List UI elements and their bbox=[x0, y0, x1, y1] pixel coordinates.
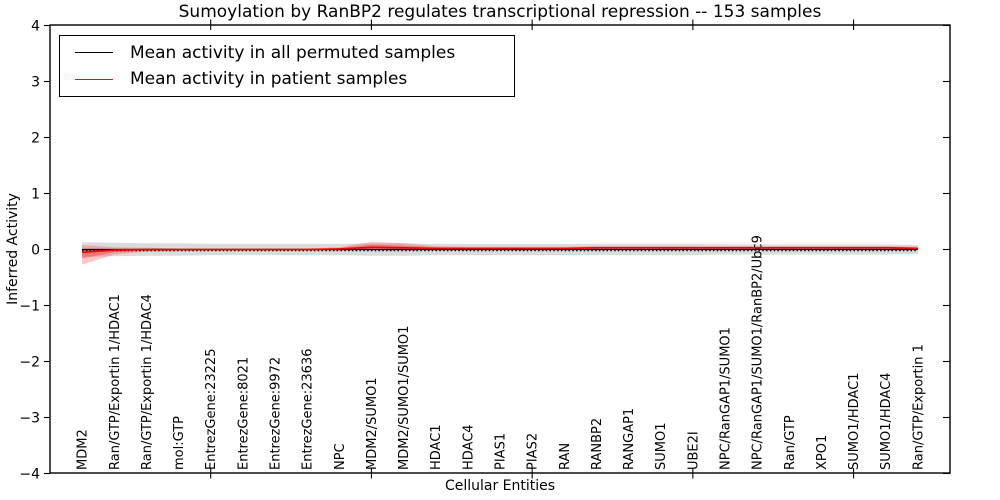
category-label: RAN bbox=[558, 443, 573, 470]
y-tick-label: −3 bbox=[19, 411, 40, 427]
category-label: NPC/RanGAP1/SUMO1 bbox=[719, 327, 734, 470]
x-axis-label: Cellular Entities bbox=[444, 478, 556, 494]
y-tick-label: 3 bbox=[31, 75, 40, 91]
legend-label-permuted: Mean activity in all permuted samples bbox=[130, 42, 456, 63]
category-label: EntrezGene:9972 bbox=[269, 357, 284, 470]
category-label: MDM2/SUMO1/SUMO1 bbox=[397, 326, 412, 470]
category-label: HDAC1 bbox=[429, 424, 444, 470]
y-tick-label: −1 bbox=[19, 299, 40, 315]
category-label: MDM2 bbox=[76, 429, 91, 470]
chart-title: Sumoylation by RanBP2 regulates transcri… bbox=[178, 2, 822, 22]
permuted-line-swatch bbox=[75, 52, 113, 54]
y-tick-label: 1 bbox=[31, 187, 40, 203]
category-label: SUMO1/HDAC4 bbox=[879, 373, 894, 470]
category-label: Ran/GTP/Exportin 1/HDAC1 bbox=[108, 294, 123, 470]
y-tick-label: 4 bbox=[31, 19, 40, 35]
category-label: SUMO1 bbox=[654, 423, 669, 471]
category-label: mol:GTP bbox=[172, 416, 187, 470]
category-label: NPC bbox=[333, 443, 348, 470]
y-axis-label: Inferred Activity bbox=[5, 193, 21, 305]
y-tick-label: 2 bbox=[31, 131, 40, 147]
category-label: EntrezGene:8021 bbox=[236, 357, 251, 470]
y-tick-label: −4 bbox=[19, 467, 40, 483]
category-label: PIAS2 bbox=[526, 433, 541, 470]
y-tick-label: −2 bbox=[19, 355, 40, 371]
category-label: HDAC4 bbox=[461, 424, 476, 470]
category-label: SUMO1/HDAC1 bbox=[847, 373, 862, 470]
category-label: EntrezGene:23225 bbox=[204, 349, 219, 470]
category-label: PIAS1 bbox=[494, 433, 509, 470]
category-label: MDM2/SUMO1 bbox=[365, 377, 380, 470]
category-label: EntrezGene:23636 bbox=[301, 349, 316, 470]
legend-row-patient: Mean activity in patient samples bbox=[60, 69, 514, 89]
legend-label-patient: Mean activity in patient samples bbox=[130, 69, 408, 90]
category-label: UBE2I bbox=[686, 431, 701, 470]
patient-mean-line bbox=[82, 246, 918, 254]
category-label: Ran/GTP bbox=[783, 415, 798, 470]
category-label: RANGAP1 bbox=[622, 408, 637, 470]
legend: Mean activity in all permuted samples Me… bbox=[59, 35, 515, 97]
category-label: Ran/GTP/Exportin 1 bbox=[911, 344, 926, 470]
category-label: NPC/RanGAP1/SUMO1/RanBP2/Ubc9 bbox=[751, 235, 766, 470]
patient-line-swatch bbox=[75, 78, 113, 80]
y-tick-label: 0 bbox=[31, 243, 40, 259]
category-label: XPO1 bbox=[815, 435, 830, 470]
category-label: RANBP2 bbox=[590, 418, 605, 470]
legend-row-permuted: Mean activity in all permuted samples bbox=[60, 43, 514, 63]
category-label: Ran/GTP/Exportin 1/HDAC4 bbox=[140, 294, 155, 470]
